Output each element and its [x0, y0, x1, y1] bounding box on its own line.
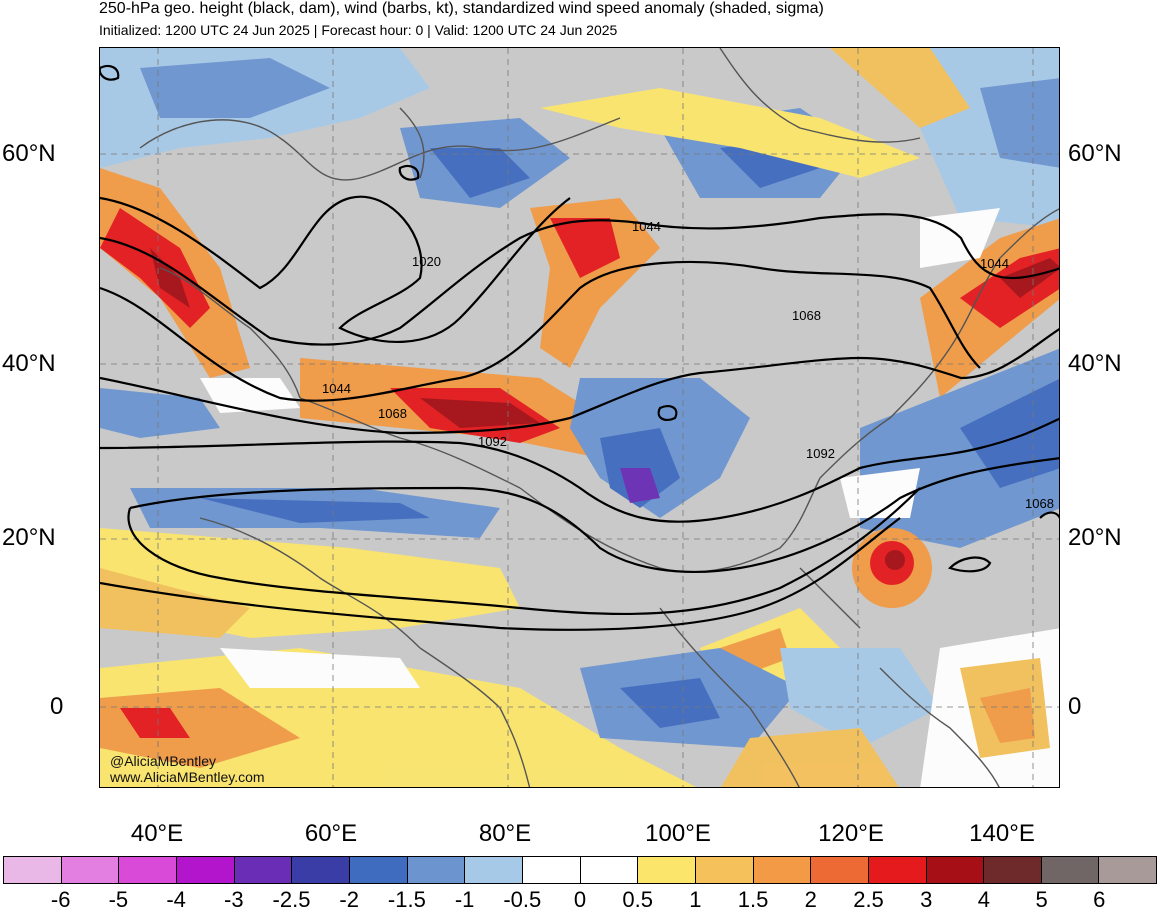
- credit-handle: @AliciaMBentley: [110, 753, 217, 769]
- colorbar-swatch: [753, 857, 812, 883]
- colorbar-swatch: [61, 857, 120, 883]
- lon-label: 80°E: [478, 820, 532, 847]
- colorbar-tick-label: 0: [573, 887, 587, 912]
- colorbar-tick-label: -1: [454, 887, 475, 912]
- lat-label-left: 40°N: [2, 350, 56, 377]
- colorbar-swatch: [580, 857, 639, 883]
- colorbar-swatch: [926, 857, 985, 883]
- contour-label: 1044: [980, 256, 1009, 271]
- colorbar-tick-label: -3: [224, 887, 244, 912]
- colorbar-swatch: [984, 857, 1042, 883]
- colorbar-swatch: [638, 857, 696, 883]
- lon-label: 100°E: [645, 820, 711, 847]
- lat-label-right: 0: [1068, 693, 1082, 720]
- map-subtitle: Initialized: 1200 UTC 24 Jun 2025 | Fore…: [99, 22, 618, 38]
- colorbar-tick-label: 1.5: [737, 887, 769, 912]
- lat-label-right: 60°N: [1068, 140, 1122, 167]
- colorbar-swatch: [176, 857, 235, 883]
- map-title: 250-hPa geo. height (black, dam), wind (…: [99, 0, 824, 17]
- colorbar-tick-label: -4: [166, 887, 186, 912]
- lon-label: 40°E: [130, 820, 184, 847]
- colorbar-swatch: [811, 857, 869, 883]
- contour-label: 1068: [378, 406, 407, 421]
- colorbar-swatch: [1041, 857, 1100, 883]
- lat-label-right: 20°N: [1068, 524, 1122, 551]
- colorbar-swatch: [349, 857, 408, 883]
- colorbar-swatch: [522, 857, 581, 883]
- weather-map: 1020 1044 1068 1092 1044 1068 1092 1044 …: [99, 47, 1060, 788]
- colorbar-tick-label: 4: [977, 887, 991, 912]
- height-contours: [100, 64, 1059, 631]
- colorbar-tick-label: 0.5: [622, 887, 653, 912]
- contour-label: 1044: [322, 381, 351, 396]
- anomaly-shading: [100, 48, 1059, 787]
- colorbar-swatch: [695, 857, 754, 883]
- colorbar-swatch: [119, 857, 177, 883]
- colorbar-swatch: [407, 857, 466, 883]
- map-canvas: 1020 1044 1068 1092 1044 1068 1092 1044 …: [100, 48, 1059, 787]
- colorbar-tick-label: 2.5: [853, 887, 884, 912]
- colorbar-swatch: [234, 857, 293, 883]
- colorbar-tick-label: -6: [50, 887, 71, 912]
- colorbar-tick-label: 3: [920, 887, 933, 912]
- colorbar-swatch: [1099, 857, 1157, 883]
- contour-label: 1068: [792, 308, 821, 323]
- lat-label-left: 20°N: [2, 524, 56, 551]
- colorbar-swatch: [4, 857, 62, 883]
- contour-label: 1092: [806, 446, 835, 461]
- credit-website: www.AliciaMBentley.com: [110, 769, 265, 785]
- colorbar: [3, 856, 1157, 884]
- contour-label: 1068: [1025, 496, 1054, 511]
- colorbar-tick-label: -2.5: [272, 887, 311, 912]
- contour-label: 1044: [632, 219, 661, 234]
- lon-label: 120°E: [818, 820, 884, 847]
- lon-label: 140°E: [969, 820, 1035, 847]
- colorbar-tick-label: -2: [339, 887, 359, 912]
- colorbar-tick-label: 1: [689, 887, 702, 912]
- colorbar-swatch: [292, 857, 350, 883]
- contour-label: 1092: [478, 434, 507, 449]
- lat-label-right: 40°N: [1068, 350, 1122, 377]
- graticule: [100, 48, 1059, 787]
- colorbar-swatch: [868, 857, 927, 883]
- lon-label: 60°E: [304, 820, 358, 847]
- colorbar-tick-label: 5: [1035, 887, 1048, 912]
- colorbar-tick-label: -0.5: [503, 887, 542, 912]
- colorbar-swatch: [465, 857, 523, 883]
- colorbar-tick-label: -5: [108, 887, 129, 912]
- contour-labels: 1020 1044 1068 1092 1044 1068 1092 1044 …: [322, 219, 1054, 511]
- colorbar-tick-label: -1.5: [387, 887, 426, 912]
- contour-label: 1020: [412, 254, 441, 269]
- colorbar-tick-label: 6: [1093, 887, 1106, 912]
- colorbar-tick-label: 2: [804, 887, 817, 912]
- lat-label-left: 0: [50, 693, 64, 720]
- lat-label-left: 60°N: [2, 140, 56, 167]
